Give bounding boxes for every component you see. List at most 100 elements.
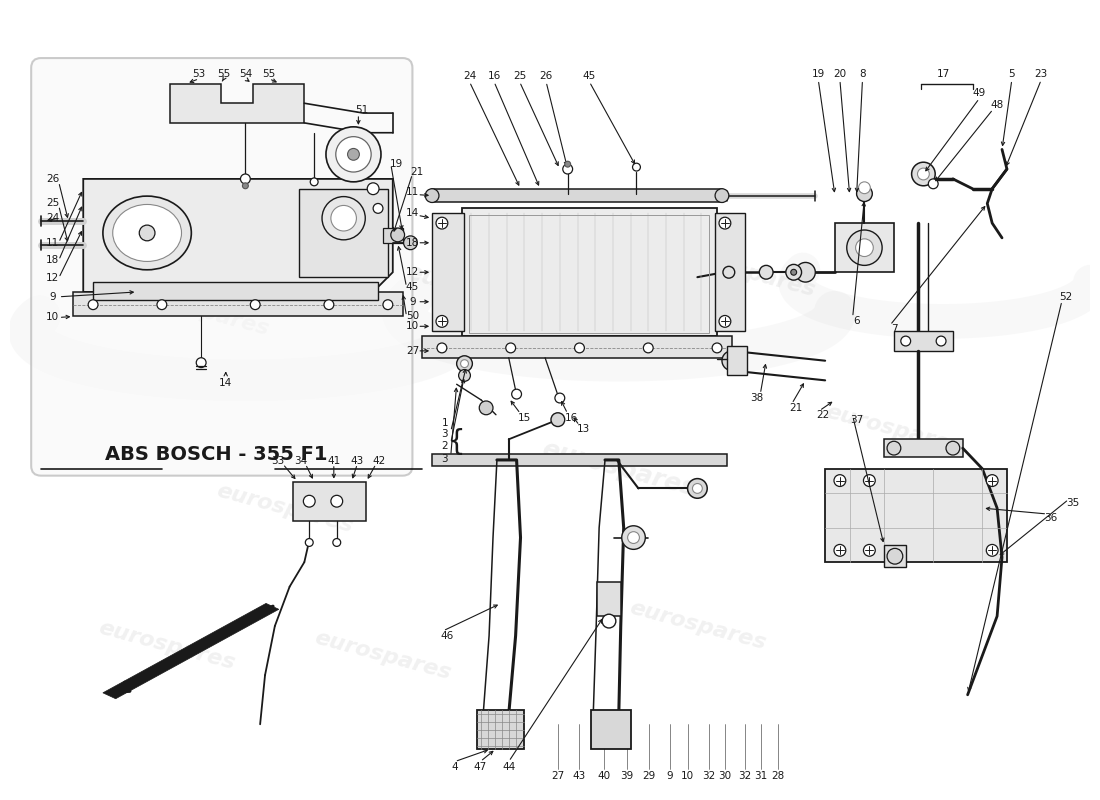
Text: 26: 26: [46, 174, 59, 184]
Text: 51: 51: [354, 105, 368, 115]
Polygon shape: [84, 179, 393, 292]
Text: 29: 29: [642, 771, 656, 782]
Text: 14: 14: [219, 378, 232, 388]
Text: 33: 33: [272, 456, 285, 466]
Text: 40: 40: [597, 771, 611, 782]
Text: 16: 16: [565, 413, 579, 422]
Bar: [894, 331, 953, 351]
Circle shape: [857, 186, 872, 202]
Circle shape: [373, 203, 383, 214]
Circle shape: [864, 474, 876, 486]
Text: 24: 24: [463, 70, 476, 81]
Circle shape: [946, 442, 960, 455]
Text: 11: 11: [406, 186, 419, 197]
Circle shape: [719, 315, 730, 327]
Circle shape: [333, 538, 341, 546]
Circle shape: [390, 228, 405, 242]
Text: 30: 30: [718, 771, 732, 782]
Circle shape: [621, 526, 646, 550]
Text: 19: 19: [390, 159, 404, 169]
Text: 25: 25: [46, 198, 59, 209]
Text: 10: 10: [46, 313, 59, 322]
Text: 10: 10: [681, 771, 694, 782]
Text: 43: 43: [351, 456, 364, 466]
Polygon shape: [103, 603, 278, 698]
Circle shape: [554, 393, 564, 403]
Circle shape: [936, 336, 946, 346]
Circle shape: [322, 197, 365, 240]
Circle shape: [331, 495, 343, 507]
Text: 31: 31: [755, 771, 768, 782]
Text: 4: 4: [451, 762, 458, 771]
Circle shape: [88, 300, 98, 310]
Text: 7: 7: [891, 324, 898, 334]
Text: 9: 9: [50, 292, 56, 302]
Text: eurospares: eurospares: [402, 260, 561, 324]
Circle shape: [901, 336, 911, 346]
Bar: [293, 482, 366, 521]
Text: eurospares: eurospares: [312, 628, 453, 683]
Text: 15: 15: [518, 413, 531, 422]
Text: 11: 11: [46, 238, 59, 248]
Bar: [884, 439, 962, 457]
Circle shape: [987, 545, 998, 556]
Circle shape: [512, 389, 521, 399]
Ellipse shape: [112, 205, 182, 262]
Circle shape: [437, 343, 447, 353]
Bar: [383, 228, 403, 242]
Bar: [432, 454, 727, 466]
Bar: [884, 546, 905, 567]
Text: 38: 38: [750, 393, 763, 403]
Circle shape: [456, 356, 472, 371]
Bar: [835, 223, 894, 272]
Text: 43: 43: [573, 771, 586, 782]
Text: 20: 20: [834, 69, 846, 78]
Bar: [825, 469, 1006, 562]
Circle shape: [574, 343, 584, 353]
Circle shape: [251, 300, 260, 310]
Circle shape: [887, 442, 901, 455]
Circle shape: [917, 168, 930, 180]
Text: 35: 35: [1066, 498, 1079, 508]
Circle shape: [196, 358, 206, 367]
Text: 19: 19: [812, 69, 825, 78]
Text: 3: 3: [441, 430, 448, 439]
Circle shape: [791, 270, 796, 275]
Circle shape: [912, 162, 935, 186]
Circle shape: [719, 218, 730, 229]
Circle shape: [644, 343, 653, 353]
Bar: [462, 208, 717, 336]
Circle shape: [157, 300, 167, 310]
Bar: [432, 189, 722, 202]
Text: {: {: [448, 428, 465, 456]
Text: 2: 2: [441, 441, 448, 451]
Circle shape: [688, 478, 707, 498]
Circle shape: [310, 178, 318, 186]
Circle shape: [461, 360, 469, 367]
Circle shape: [563, 164, 573, 174]
Text: 22: 22: [816, 410, 829, 420]
Text: 21: 21: [410, 167, 424, 177]
Circle shape: [834, 545, 846, 556]
FancyBboxPatch shape: [31, 58, 412, 476]
Circle shape: [564, 162, 571, 167]
Bar: [470, 215, 710, 333]
Circle shape: [242, 183, 249, 189]
Text: ABS BOSCH - 355 F1: ABS BOSCH - 355 F1: [104, 445, 327, 463]
Text: 5: 5: [1009, 69, 1015, 78]
Bar: [597, 582, 620, 616]
Text: eurospares: eurospares: [131, 284, 272, 339]
Circle shape: [241, 174, 251, 184]
Text: 17: 17: [936, 69, 949, 78]
Text: 49: 49: [972, 89, 986, 98]
Text: 44: 44: [502, 762, 516, 771]
Circle shape: [715, 189, 729, 202]
Bar: [74, 292, 403, 317]
Circle shape: [795, 262, 815, 282]
Bar: [422, 336, 732, 358]
Circle shape: [712, 343, 722, 353]
Circle shape: [723, 266, 735, 278]
Circle shape: [506, 343, 516, 353]
Text: 48: 48: [990, 100, 1003, 110]
Circle shape: [304, 495, 315, 507]
